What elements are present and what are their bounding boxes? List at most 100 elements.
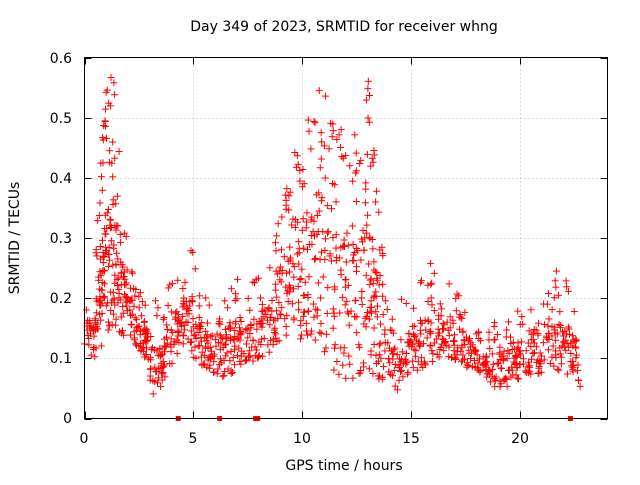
data-point xyxy=(453,351,461,359)
data-point xyxy=(188,338,196,346)
data-point xyxy=(236,330,244,338)
axis-ticks xyxy=(84,57,608,420)
data-point xyxy=(410,331,418,339)
data-point xyxy=(412,347,420,355)
data-point xyxy=(343,229,351,237)
data-point xyxy=(360,246,368,254)
data-point xyxy=(373,187,381,195)
data-point xyxy=(179,340,187,348)
data-point xyxy=(313,211,321,219)
data-point xyxy=(395,376,403,384)
data-point xyxy=(305,240,313,248)
data-point xyxy=(203,334,211,342)
data-point xyxy=(351,131,359,139)
data-point xyxy=(146,376,154,384)
data-point xyxy=(476,367,484,375)
data-point xyxy=(451,354,459,362)
data-point xyxy=(246,306,254,314)
data-point xyxy=(352,149,360,157)
data-point xyxy=(121,290,129,298)
data-point xyxy=(159,358,167,366)
data-point xyxy=(440,321,448,329)
data-point xyxy=(227,348,235,356)
data-point xyxy=(570,308,578,316)
data-point xyxy=(210,358,218,366)
data-point xyxy=(157,351,165,359)
data-point xyxy=(401,355,409,363)
data-point xyxy=(246,329,254,337)
data-point xyxy=(242,340,250,348)
data-point xyxy=(106,215,114,223)
data-point xyxy=(142,325,150,333)
data-point xyxy=(208,332,216,340)
data-point xyxy=(105,250,113,258)
data-point xyxy=(530,325,538,333)
data-point xyxy=(551,329,559,337)
data-point xyxy=(214,365,222,373)
data-point xyxy=(318,138,326,146)
data-point xyxy=(430,339,438,347)
data-point xyxy=(92,295,100,303)
data-point xyxy=(369,245,377,253)
data-point xyxy=(249,357,257,365)
data-point xyxy=(100,252,108,260)
data-point xyxy=(437,305,445,313)
data-point xyxy=(245,347,253,355)
data-point xyxy=(117,269,125,277)
data-point xyxy=(350,251,358,259)
data-point xyxy=(417,319,425,327)
data-point xyxy=(122,302,130,310)
data-point xyxy=(370,324,378,332)
data-point xyxy=(293,250,301,258)
data-point xyxy=(559,338,567,346)
data-point xyxy=(104,206,112,214)
data-point xyxy=(339,154,347,162)
data-point xyxy=(563,283,571,291)
data-point xyxy=(226,324,234,332)
data-point xyxy=(195,329,203,337)
data-point xyxy=(216,320,224,328)
data-point xyxy=(522,347,530,355)
data-point xyxy=(545,315,553,323)
data-point xyxy=(375,208,383,216)
data-point xyxy=(255,352,263,360)
data-point xyxy=(450,341,458,349)
data-point xyxy=(345,321,353,329)
data-point xyxy=(220,356,228,364)
data-point xyxy=(562,346,570,354)
data-point xyxy=(234,334,242,342)
data-point xyxy=(470,357,478,365)
data-point xyxy=(183,310,191,318)
data-point xyxy=(456,325,464,333)
data-point xyxy=(445,332,453,340)
data-point xyxy=(490,319,498,327)
data-point xyxy=(226,357,234,365)
data-point xyxy=(253,346,261,354)
data-point xyxy=(297,335,305,343)
data-point xyxy=(244,294,252,302)
data-point xyxy=(127,296,135,304)
data-point xyxy=(427,259,435,267)
data-point xyxy=(107,224,115,232)
data-point xyxy=(108,159,116,167)
data-point xyxy=(207,347,215,355)
data-point xyxy=(164,284,172,292)
data-point xyxy=(92,246,100,254)
data-point xyxy=(363,150,371,158)
data-point xyxy=(415,342,423,350)
data-point xyxy=(331,344,339,352)
data-point xyxy=(530,339,538,347)
data-point xyxy=(397,366,405,374)
data-point xyxy=(316,164,324,172)
data-point xyxy=(249,337,257,345)
data-point xyxy=(104,326,112,334)
data-point xyxy=(310,118,318,126)
data-point xyxy=(503,382,511,390)
data-point xyxy=(394,386,402,394)
data-point xyxy=(417,279,425,287)
data-point xyxy=(384,355,392,363)
data-point xyxy=(474,366,482,374)
data-point xyxy=(285,192,293,200)
data-point xyxy=(189,298,197,306)
